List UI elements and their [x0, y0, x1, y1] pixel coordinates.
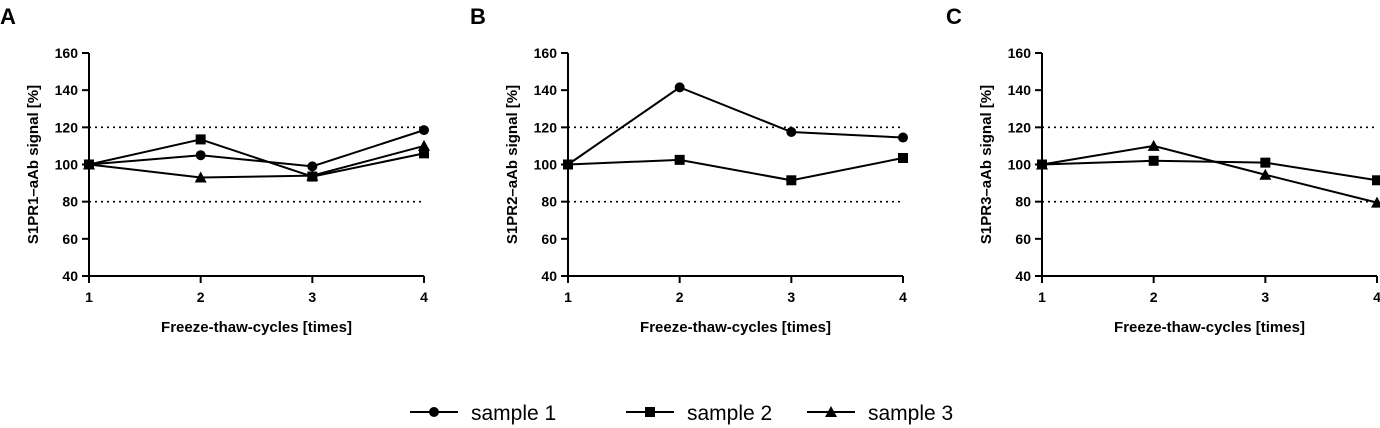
data-point-square — [1148, 155, 1159, 166]
y-tick-label: 100 — [55, 157, 79, 173]
legend-item-sample-2: sample 2 — [626, 402, 772, 425]
y-tick-label: 40 — [1015, 268, 1031, 284]
chart-panel-c: C 40 60 80 100 120 140 160 1 2 3 4 Freeze-thaw-cycle… — [946, 4, 1380, 336]
x-tick-label: 3 — [308, 289, 316, 305]
data-point-square — [563, 159, 573, 170]
y-tick-label: 100 — [1008, 157, 1032, 173]
data-point-circle — [786, 126, 797, 137]
legend-label: sample 2 — [687, 402, 772, 425]
data-point-circle — [898, 132, 908, 143]
y-tick-label: 100 — [534, 157, 558, 173]
panel-letter: B — [470, 4, 486, 29]
y-tick-label: 80 — [1015, 194, 1031, 210]
series-line — [567, 86, 904, 166]
series-line — [88, 129, 425, 168]
legend-item-sample-3: sample 3 — [807, 402, 953, 425]
data-point-square — [419, 148, 429, 159]
y-tick-label: 120 — [1008, 119, 1032, 135]
panel-letter: A — [0, 4, 16, 29]
y-tick-label: 160 — [534, 45, 558, 61]
series-line — [88, 144, 425, 179]
y-axis-title: S1PR1–aAb signal [%] — [25, 85, 42, 244]
legend-marker-square — [645, 407, 655, 417]
x-tick-label: 2 — [676, 289, 684, 305]
y-tick-label: 60 — [541, 231, 557, 247]
y-tick-label: 160 — [55, 45, 79, 61]
data-point-square — [786, 175, 797, 186]
data-point-circle — [307, 161, 318, 172]
y-tick-label: 140 — [1008, 82, 1032, 98]
panel-letter: C — [946, 4, 962, 29]
y-tick-label: 160 — [1008, 45, 1032, 61]
x-axis-title: Freeze-thaw-cycles [times] — [1114, 319, 1305, 336]
series-sample-3 — [83, 139, 430, 183]
y-tick-label: 120 — [534, 119, 558, 135]
chart-panel-a: A 40 60 80 100 120 140 160 1 2 3 4 Freeze-thaw-cycle… — [0, 4, 430, 336]
data-point-square — [1372, 175, 1380, 186]
data-point-triangle — [194, 171, 207, 183]
data-point-circle — [419, 125, 429, 136]
series-line — [1041, 159, 1378, 182]
y-tick-label: 80 — [541, 194, 557, 210]
data-point-triangle — [1036, 158, 1048, 170]
y-tick-label: 40 — [62, 268, 78, 284]
series-sample-2 — [563, 152, 908, 186]
x-tick-label: 1 — [1038, 289, 1046, 305]
series-line — [567, 157, 904, 182]
data-point-triangle — [83, 158, 95, 170]
legend-marker-circle — [429, 407, 439, 417]
x-tick-label: 4 — [899, 289, 907, 305]
x-axis-title: Freeze-thaw-cycles [times] — [161, 319, 352, 336]
y-axis-title: S1PR3–aAb signal [%] — [978, 85, 995, 244]
data-point-circle — [674, 82, 685, 93]
x-tick-label: 3 — [1261, 289, 1269, 305]
data-point-triangle — [1147, 139, 1160, 151]
x-tick-label: 4 — [1373, 289, 1380, 305]
data-point-square — [898, 152, 908, 163]
x-tick-label: 2 — [1150, 289, 1158, 305]
y-tick-label: 60 — [62, 231, 78, 247]
data-point-triangle — [306, 169, 319, 181]
x-tick-label: 3 — [787, 289, 795, 305]
series-sample-1 — [563, 82, 908, 170]
data-point-square — [674, 154, 685, 165]
y-tick-label: 140 — [534, 82, 558, 98]
data-point-triangle — [1259, 168, 1272, 180]
data-point-triangle — [1371, 196, 1380, 208]
series-sample-3 — [1036, 139, 1380, 208]
chart-panel-b: B 40 60 80 100 120 140 160 1 2 3 4 Freeze-thaw-cycle… — [470, 4, 908, 336]
series-sample-1 — [84, 125, 429, 172]
y-axis-title: S1PR2–aAb signal [%] — [504, 85, 521, 244]
data-point-triangle — [418, 139, 430, 151]
x-tick-label: 1 — [85, 289, 93, 305]
legend: sample 1 sample 2 sample 3 — [410, 402, 953, 425]
legend-label: sample 3 — [868, 402, 953, 425]
x-axis-title: Freeze-thaw-cycles [times] — [640, 319, 831, 336]
y-tick-label: 140 — [55, 82, 79, 98]
legend-marker-triangle — [825, 406, 837, 417]
y-tick-label: 60 — [1015, 231, 1031, 247]
legend-label: sample 1 — [471, 402, 556, 425]
data-point-square — [195, 134, 206, 145]
x-tick-label: 1 — [564, 289, 572, 305]
x-tick-label: 4 — [420, 289, 428, 305]
y-tick-label: 80 — [62, 194, 78, 210]
series-line — [1041, 144, 1378, 204]
series-line — [88, 138, 425, 178]
x-tick-label: 2 — [197, 289, 205, 305]
y-tick-label: 120 — [55, 119, 79, 135]
data-point-square — [1260, 157, 1271, 168]
legend-item-sample-1: sample 1 — [410, 402, 556, 425]
y-tick-label: 40 — [541, 268, 557, 284]
data-point-circle — [195, 150, 206, 161]
